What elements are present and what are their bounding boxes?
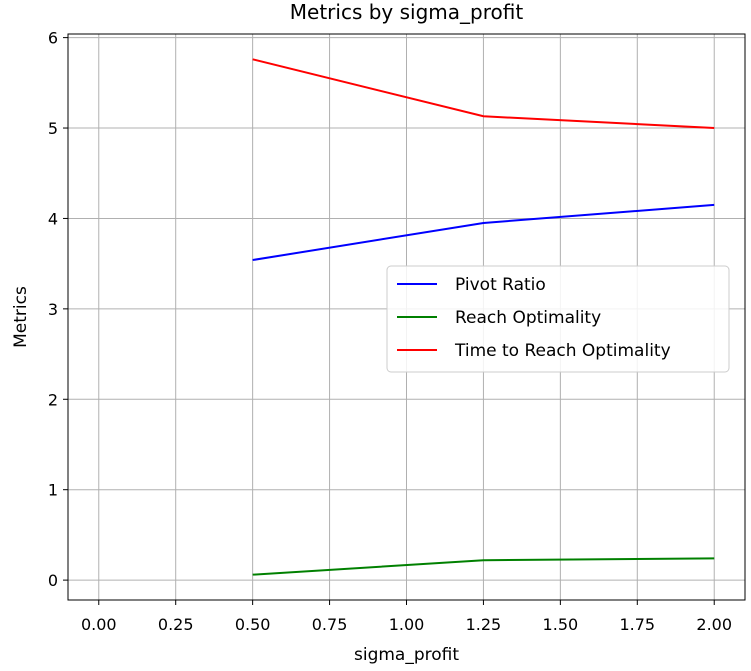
y-tick-label: 0 <box>48 571 58 590</box>
y-tick-label: 1 <box>48 481 58 500</box>
x-tick-label: 0.00 <box>81 615 117 634</box>
series-line <box>252 203 715 262</box>
chart-title: Metrics by sigma_profit <box>290 0 524 24</box>
y-tick-label: 5 <box>48 119 58 138</box>
y-tick-label: 4 <box>48 209 58 228</box>
legend: Pivot Ratio Reach Optimality Time to Reach… <box>386 265 730 373</box>
grid-lines <box>68 34 745 600</box>
legend-box <box>386 265 730 373</box>
y-axis-ticks: 0 1 2 3 4 5 6 <box>48 29 68 590</box>
series-line <box>252 557 715 576</box>
y-tick-label: 2 <box>48 390 58 409</box>
legend-entry: Pivot Ratio <box>455 275 546 295</box>
legend-entry: Time to Reach Optimality <box>454 341 671 361</box>
x-tick-label: 0.25 <box>158 615 194 634</box>
x-tick-label: 1.00 <box>389 615 425 634</box>
x-tick-label: 2.00 <box>696 615 732 634</box>
x-tick-label: 1.25 <box>466 615 502 634</box>
x-tick-label: 1.75 <box>619 615 655 634</box>
legend-entry: Reach Optimality <box>455 308 601 328</box>
series-lines <box>252 58 715 576</box>
y-tick-label: 6 <box>48 29 58 48</box>
x-tick-label: 0.75 <box>312 615 348 634</box>
x-tick-label: 0.50 <box>235 615 271 634</box>
x-axis-label: sigma_profit <box>354 645 459 665</box>
x-axis-ticks: 0.00 0.25 0.50 0.75 1.00 1.25 1.50 1.75 2.00 <box>81 600 732 634</box>
y-axis-label: Metrics <box>11 286 31 348</box>
series-line <box>252 58 715 130</box>
x-tick-label: 1.50 <box>543 615 579 634</box>
y-tick-label: 3 <box>48 300 58 319</box>
